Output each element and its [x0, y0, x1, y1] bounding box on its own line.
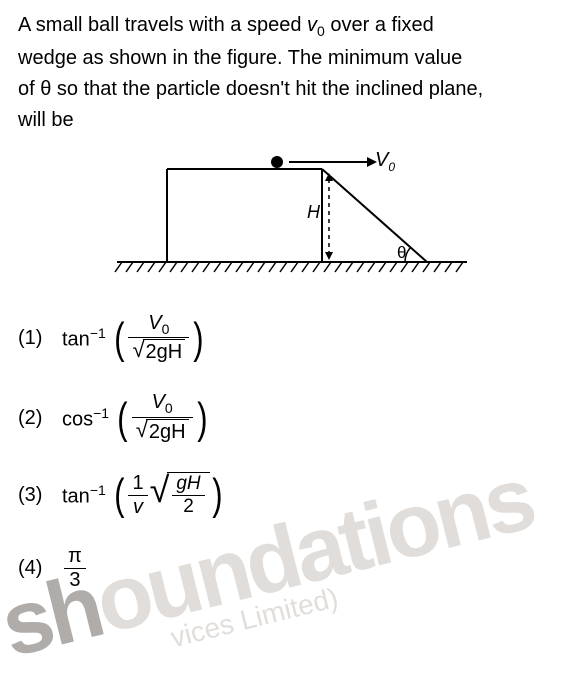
svg-text:V0: V0	[375, 149, 395, 174]
question-text: A small ball travels with a speed v0 ove…	[18, 10, 556, 136]
q-line3: of θ so that the particle doesn't hit th…	[18, 78, 483, 100]
option-1-number: (1)	[18, 327, 62, 350]
option-4: (4) π 3	[18, 546, 556, 591]
option-2-number: (2)	[18, 407, 62, 430]
options-block: (1) tan−1 ( V0 √2gH ) (2) cos−1 ( V0	[18, 313, 556, 591]
option-1: (1) tan−1 ( V0 √2gH )	[18, 313, 556, 365]
wedge-figure: V0 Hθ	[97, 144, 477, 294]
option-4-expr: π 3	[64, 546, 86, 591]
option-2: (2) cos−1 ( V0 √2gH )	[18, 392, 556, 444]
option-3: (3) tan−1 ( 1 v √ gH 2 )	[18, 472, 556, 518]
q-line4: will be	[18, 109, 74, 131]
svg-text:H: H	[307, 202, 321, 222]
option-4-number: (4)	[18, 557, 62, 580]
option-3-fn: tan−1	[62, 482, 106, 509]
option-2-expr: ( V0 √2gH )	[115, 392, 209, 444]
option-2-fn: cos−1	[62, 405, 109, 432]
q-v0-v: v	[307, 14, 317, 36]
option-1-expr: ( V0 √2gH )	[112, 313, 206, 365]
q-v0-sub: 0	[317, 23, 325, 39]
q-line1b: over a fixed	[325, 14, 434, 36]
option-1-fn: tan−1	[62, 325, 106, 352]
page-root: A small ball travels with a speed v0 ove…	[0, 0, 574, 683]
q-line1a: A small ball travels with a speed	[18, 14, 307, 36]
option-3-expr: ( 1 v √ gH 2 )	[112, 472, 225, 518]
figure-wrap: V0 Hθ	[18, 144, 556, 299]
q-line2: wedge as shown in the figure. The minimu…	[18, 47, 462, 69]
svg-text:θ: θ	[397, 243, 406, 262]
option-3-number: (3)	[18, 484, 62, 507]
